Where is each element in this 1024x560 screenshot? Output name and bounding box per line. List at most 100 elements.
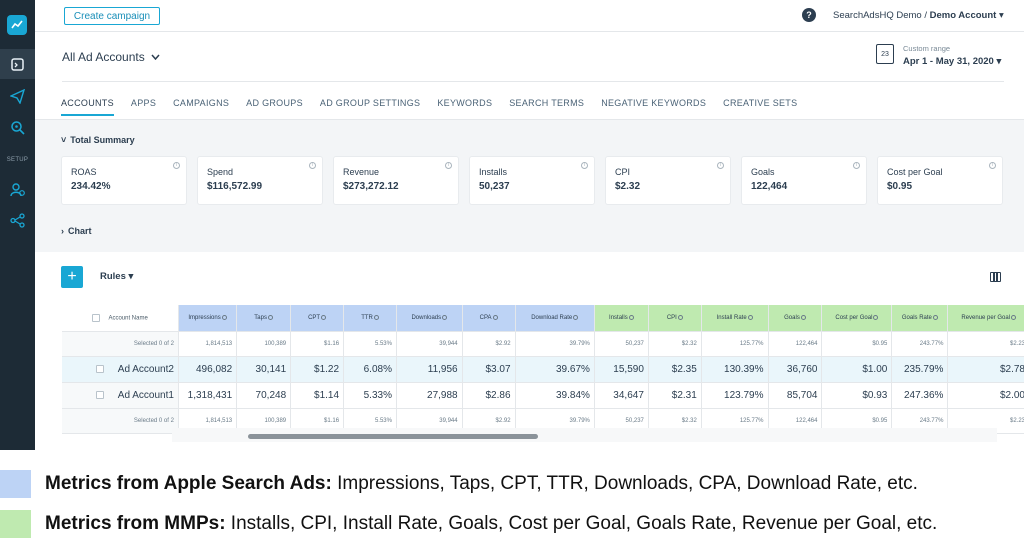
tab-keywords[interactable]: KEYWORDS: [437, 98, 493, 108]
header-install-rate[interactable]: Install Rate: [701, 305, 769, 332]
legend-swatch-asa: [0, 470, 31, 498]
tab-campaigns[interactable]: CAMPAIGNS: [173, 98, 230, 108]
info-icon[interactable]: i: [445, 162, 452, 169]
info-icon[interactable]: i: [173, 162, 180, 169]
chevron-down-icon: [151, 54, 160, 60]
sidebar: SETUP: [0, 0, 35, 450]
accounts-table: Account Name Impressions Taps CPT TTR Do…: [62, 305, 1024, 434]
info-icon: [932, 314, 938, 320]
account-name[interactable]: Ad Account1: [117, 389, 174, 401]
account-name[interactable]: Ad Account2: [117, 363, 174, 375]
table-cell: $2.35: [648, 356, 702, 383]
info-icon: [677, 314, 683, 320]
table-cell: 39.79%: [515, 331, 595, 357]
info-icon[interactable]: i: [309, 162, 316, 169]
setup-section-label: SETUP: [6, 157, 29, 163]
info-icon: [573, 314, 579, 320]
header-download-rate[interactable]: Download Rate: [515, 305, 595, 332]
chevron-down-icon: ˅: [61, 135, 67, 145]
chart-toggle[interactable]: › Chart: [61, 226, 92, 236]
card-label: Revenue: [343, 167, 380, 177]
info-icon: [747, 314, 753, 320]
header-ttr[interactable]: TTR: [343, 305, 397, 332]
tab-search-terms[interactable]: SEARCH TERMS: [509, 98, 585, 108]
integrations-icon[interactable]: [0, 205, 35, 235]
summary-cards: ROAS 234.42% i Spend $116,572.99 i Revenue $2…: [62, 157, 1002, 204]
summary-card-cost-per-goal: Cost per Goal $0.95 i: [878, 157, 1002, 204]
calendar-icon[interactable]: 23: [876, 44, 894, 64]
help-icon[interactable]: ?: [802, 8, 816, 22]
legend-swatch-mmp: [0, 510, 31, 538]
table-cell: 30,141: [236, 356, 292, 383]
header-cpt[interactable]: CPT: [290, 305, 345, 332]
create-campaign-button[interactable]: Create campaign: [64, 7, 160, 25]
ad-accounts-label: All Ad Accounts: [62, 50, 145, 64]
header-cpi[interactable]: CPI: [648, 305, 702, 332]
summary-label: Selected 0 of 2: [62, 408, 179, 434]
tab-ad-group-settings[interactable]: AD GROUP SETTINGS: [319, 98, 421, 108]
table-cell: $1.14: [290, 382, 345, 409]
table-cell: 496,082: [178, 356, 238, 383]
horizontal-scrollbar[interactable]: [248, 434, 538, 439]
rules-dropdown[interactable]: Rules ▾: [100, 271, 133, 282]
info-icon[interactable]: i: [717, 162, 724, 169]
table-cell: $2.86: [462, 382, 516, 409]
ad-accounts-dropdown[interactable]: All Ad Accounts: [62, 50, 160, 64]
table-row[interactable]: Ad Account1 1,318,431 70,248 $1.14 5.33%…: [62, 382, 1024, 409]
header-installs[interactable]: Installs: [594, 305, 649, 332]
logo-icon[interactable]: [7, 15, 27, 35]
header-goals[interactable]: Goals: [768, 305, 823, 332]
add-button[interactable]: +: [61, 266, 83, 288]
header-downloads[interactable]: Downloads: [396, 305, 463, 332]
columns-icon[interactable]: [990, 272, 1001, 282]
table-cell: $1.00: [821, 356, 893, 383]
total-summary-toggle[interactable]: ˅ Total Summary: [61, 135, 135, 145]
legend-title: Metrics from MMPs:: [45, 513, 226, 534]
reports-icon[interactable]: [0, 49, 35, 79]
tab-accounts[interactable]: ACCOUNTS: [61, 98, 114, 116]
column-label: CPA: [479, 314, 492, 321]
chevron-down-icon: ▾: [998, 10, 1004, 21]
account-switcher[interactable]: SearchAdsHQ Demo / Demo Account ▾: [833, 10, 1004, 21]
date-range-value: Apr 1 - May 31, 2020: [903, 56, 994, 67]
table-row[interactable]: Ad Account2 496,082 30,141 $1.22 6.08% 1…: [62, 356, 1024, 383]
header-account-name[interactable]: Account Name: [62, 305, 179, 332]
legend-text-asa: Metrics from Apple Search Ads: Impressio…: [45, 473, 918, 495]
date-range-picker[interactable]: Apr 1 - May 31, 2020 ▾: [903, 56, 1001, 67]
card-label: Cost per Goal: [887, 167, 943, 177]
card-value: $116,572.99: [207, 181, 263, 192]
column-label: Account Name: [108, 315, 148, 322]
header-cpa[interactable]: CPA: [462, 305, 516, 332]
row-checkbox[interactable]: [95, 390, 104, 399]
select-all-checkbox[interactable]: [92, 313, 101, 322]
info-icon: [321, 314, 327, 320]
header-impressions[interactable]: Impressions: [178, 305, 238, 332]
tab-creative-sets[interactable]: CREATIVE SETS: [723, 98, 798, 108]
header-cost-per-goal[interactable]: Cost per Goal: [821, 305, 893, 332]
legend-text-mmp: Metrics from MMPs: Installs, CPI, Instal…: [45, 513, 937, 535]
chevron-down-icon: ▾: [996, 56, 1002, 67]
info-icon: [221, 314, 227, 320]
table-cell: 247.36%: [891, 382, 949, 409]
search-target-icon[interactable]: [0, 112, 35, 142]
table-cell: 50,237: [594, 331, 649, 357]
table-cell: 39.67%: [515, 356, 595, 383]
info-icon[interactable]: i: [989, 162, 996, 169]
column-label: Taps: [254, 314, 267, 321]
info-icon[interactable]: i: [581, 162, 588, 169]
goals-icon[interactable]: [0, 174, 35, 204]
table-cell: 5.33%: [343, 382, 397, 409]
table-cell: $2.31: [648, 382, 702, 409]
info-icon: [373, 314, 379, 320]
tab-ad-groups[interactable]: AD GROUPS: [246, 98, 303, 108]
tab-negative-keywords[interactable]: NEGATIVE KEYWORDS: [601, 98, 707, 108]
campaign-send-icon[interactable]: [0, 81, 35, 111]
row-checkbox[interactable]: [95, 364, 104, 373]
table-cell: 1,318,431: [178, 382, 238, 409]
header-revenue-per-goal[interactable]: Revenue per Goal: [947, 305, 1024, 332]
total-summary-title: Total Summary: [70, 135, 135, 145]
tab-apps[interactable]: APPS: [130, 98, 157, 108]
header-taps[interactable]: Taps: [236, 305, 292, 332]
info-icon[interactable]: i: [853, 162, 860, 169]
header-goals-rate[interactable]: Goals Rate: [891, 305, 949, 332]
